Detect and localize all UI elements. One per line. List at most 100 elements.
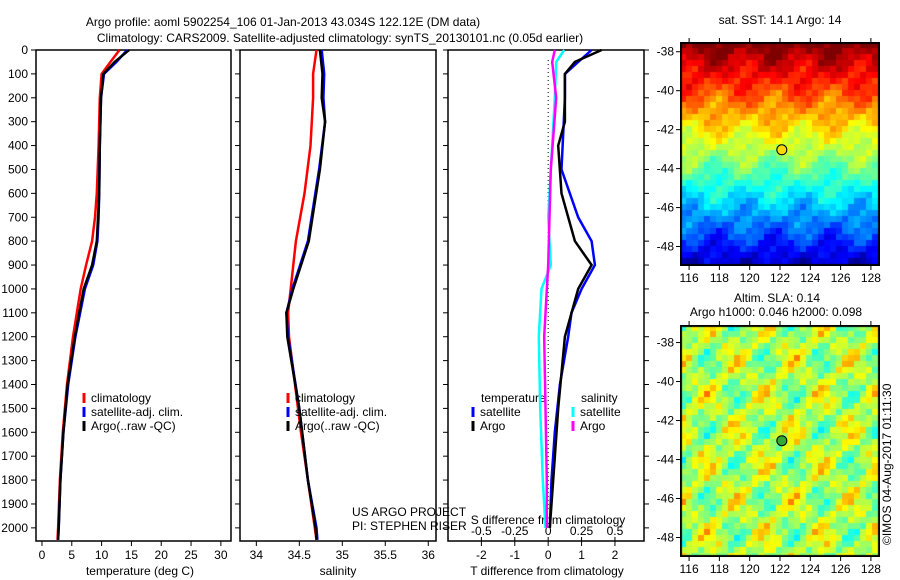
map-x-tick-label: 122 <box>770 271 790 285</box>
panel-frame-2 <box>447 49 645 542</box>
y-tick-label: 800 <box>8 234 28 248</box>
legend-temperature-title: temperature <box>481 391 546 405</box>
x-tick-label: 0 <box>545 548 552 562</box>
series-argo---raw--qc- <box>285 49 327 540</box>
series-satellite-adj--clim- <box>56 49 129 540</box>
series-satellite <box>537 49 566 528</box>
y-tick-label: 0 <box>21 43 28 57</box>
legend-label: satellite-adj. clim. <box>295 405 387 419</box>
legend-label: Argo(..raw -QC) <box>91 419 176 433</box>
map-y-tick-label: -46 <box>657 492 675 506</box>
map-y-tick-label: -48 <box>657 240 675 254</box>
y-tick-label: 1500 <box>1 401 28 415</box>
x-tick-label: 15 <box>125 548 139 562</box>
x-tick-label: 2 <box>612 548 619 562</box>
y-tick-label: 100 <box>8 67 28 81</box>
legend-label: climatology <box>295 391 355 405</box>
series-argo <box>542 49 558 528</box>
map-x-tick-label: 122 <box>770 562 790 576</box>
legend-label: satellite <box>480 405 521 419</box>
legend-label: satellite-adj. clim. <box>91 405 183 419</box>
map-y-tick-label: -40 <box>657 375 675 389</box>
series-satellite <box>548 49 597 528</box>
y-tick-label: 1800 <box>1 473 28 487</box>
y-tick-label: 1000 <box>1 282 28 296</box>
x-tick-label: 36 <box>422 548 436 562</box>
x-tick-label: 1 <box>578 548 585 562</box>
argo-location-marker <box>776 144 788 156</box>
map-y-tick-label: -46 <box>657 201 675 215</box>
timestamp: ©IMOS 04-Aug-2017 01:11:30 <box>880 383 894 545</box>
y-tick-label: 1100 <box>2 306 28 320</box>
legend-label: satellite <box>580 405 621 419</box>
y-tick-label: 900 <box>8 258 28 272</box>
y-tick-label: 1400 <box>1 378 28 392</box>
x-tick-label: -2 <box>476 548 487 562</box>
map1-title: sat. SST: 14.1 Argo: 14 <box>719 13 842 27</box>
legend-label: Argo(..raw -QC) <box>295 419 380 433</box>
map-y-tick-label: -44 <box>657 453 675 467</box>
map-x-tick-label: 126 <box>831 562 851 576</box>
x-tick-label: 10 <box>95 548 109 562</box>
project-label: US ARGO PROJECT <box>352 505 467 519</box>
x2-tick-label: 0.25 <box>570 524 594 538</box>
y-tick-label: 2000 <box>1 521 28 535</box>
y-tick-label: 1600 <box>1 425 28 439</box>
y-tick-label: 600 <box>8 186 28 200</box>
x-tick-label: 35.5 <box>374 548 398 562</box>
x2-tick-label: -0.25 <box>501 524 529 538</box>
map-x-tick-label: 126 <box>831 271 851 285</box>
map-x-tick-label: 118 <box>710 562 729 576</box>
y-tick-label: 200 <box>8 91 28 105</box>
map-x-tick-label: 128 <box>861 562 881 576</box>
x-tick-label: 30 <box>214 548 228 562</box>
pi-label: PI: STEPHEN RISER <box>352 519 467 533</box>
map2-title-line2: Argo h1000: 0.046 h2000: 0.098 <box>690 305 862 319</box>
sal-xlabel: salinity <box>320 564 357 578</box>
map-x-tick-label: 116 <box>680 562 699 576</box>
tdiff-xlabel: T difference from climatology <box>470 564 624 578</box>
x-tick-label: 34 <box>250 548 264 562</box>
temp-xlabel: temperature (deg C) <box>86 564 194 578</box>
map-y-tick-label: -42 <box>657 123 675 137</box>
legend-label: climatology <box>91 391 151 405</box>
y-tick-label: 400 <box>8 139 28 153</box>
map-x-tick-label: 120 <box>740 562 760 576</box>
x2-tick-label: -0.5 <box>471 524 492 538</box>
map-y-tick-label: -38 <box>657 45 675 59</box>
series-climatology <box>56 49 121 540</box>
x-tick-label: 34.5 <box>288 548 312 562</box>
legend-salinity-title: salinity <box>581 391 618 405</box>
x-tick-label: 20 <box>155 548 169 562</box>
map-x-tick-label: 116 <box>680 271 699 285</box>
map2-title-line1: Altim. SLA: 0.14 <box>734 291 820 305</box>
legend-label: Argo <box>480 419 506 433</box>
map-x-tick-label: 118 <box>710 271 729 285</box>
series-argo---raw--qc- <box>56 49 130 540</box>
title-line2: Climatology: CARS2009. Satellite-adjuste… <box>97 31 583 45</box>
series-argo <box>548 48 603 528</box>
x-tick-label: -1 <box>509 548 520 562</box>
panel-frame-1 <box>239 49 437 542</box>
y-tick-label: 300 <box>8 115 28 129</box>
x2-tick-label: 0 <box>545 524 552 538</box>
title-line1: Argo profile: aoml 5902254_106 01-Jan-20… <box>86 15 480 29</box>
y-tick-label: 1700 <box>1 449 28 463</box>
map-y-tick-label: -42 <box>657 414 675 428</box>
y-tick-label: 1200 <box>1 330 28 344</box>
map-y-tick-label: -40 <box>657 84 675 98</box>
x-tick-label: 25 <box>184 548 198 562</box>
x2-tick-label: 0.5 <box>607 524 624 538</box>
x-tick-label: 35 <box>336 548 350 562</box>
panel-frame-0 <box>35 49 232 542</box>
map-x-tick-label: 124 <box>800 271 820 285</box>
x-tick-label: 0 <box>39 548 46 562</box>
y-tick-label: 1900 <box>1 497 28 511</box>
y-tick-label: 1300 <box>1 354 28 368</box>
map-x-tick-label: 124 <box>800 562 820 576</box>
map-y-tick-label: -44 <box>657 162 675 176</box>
map-y-tick-label: -48 <box>657 531 675 545</box>
y-tick-label: 500 <box>8 162 28 176</box>
